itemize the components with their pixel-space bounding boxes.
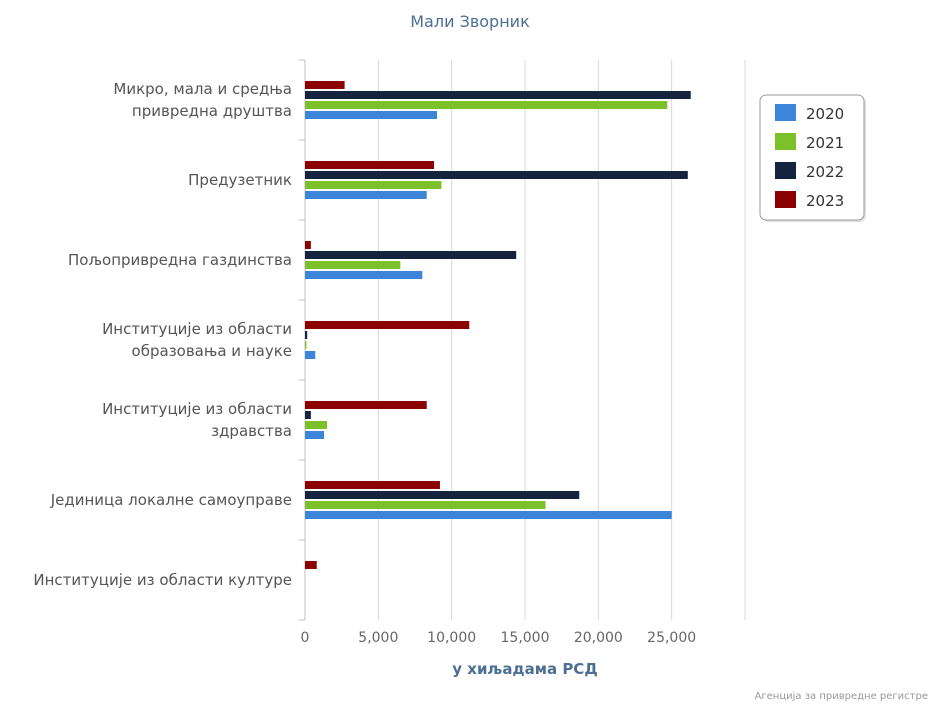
legend-swatch-2023[interactable] — [775, 191, 796, 208]
bar-2021-6[interactable] — [305, 501, 546, 509]
bar-2023-7[interactable] — [305, 561, 317, 569]
bar-2020-6[interactable] — [305, 511, 672, 519]
bar-2021-3[interactable] — [305, 261, 401, 269]
bar-2023-3[interactable] — [305, 241, 311, 249]
category-label: Институције из области културе — [33, 571, 292, 589]
credit-text: Агенција за привредне регистре — [755, 690, 928, 702]
bar-2023-4[interactable] — [305, 321, 470, 329]
category-label: здравства — [211, 422, 292, 440]
legend-box — [759, 94, 865, 221]
category-label: образовања и науке — [132, 342, 292, 360]
category-labels: Микро, мала и средња привредна друштва Пре… — [33, 80, 292, 589]
x-tick-label: 15,000 — [501, 630, 550, 646]
category-label: Институције из области — [102, 400, 292, 418]
grid — [299, 59, 746, 621]
bar-2020-2[interactable] — [305, 191, 427, 199]
bar-2022-3[interactable] — [305, 251, 517, 259]
bar-2023-2[interactable] — [305, 161, 435, 169]
x-tick-label: 20,000 — [574, 630, 623, 646]
bar-2022-6[interactable] — [305, 491, 580, 499]
bar-2021-1[interactable] — [305, 101, 668, 109]
chart-title: Мали Зворник — [410, 12, 530, 31]
category-label: Микро, мала и средња — [113, 80, 292, 98]
legend-label-2022[interactable]: 2022 — [806, 163, 844, 181]
x-tick-label: 25,000 — [647, 630, 696, 646]
bar-2022-1[interactable] — [305, 91, 691, 99]
legend-swatch-2022[interactable] — [775, 162, 796, 179]
x-axis-ticks: 0 5,000 10,000 15,000 20,000 25,000 — [301, 630, 697, 646]
bar-2020-4[interactable] — [305, 351, 316, 359]
category-label: Јединица локалне самоуправе — [50, 491, 292, 509]
bar-2021-5[interactable] — [305, 421, 327, 429]
bar-2022-4[interactable] — [305, 331, 308, 339]
x-tick-label: 5,000 — [358, 630, 398, 646]
legend-label-2021[interactable]: 2021 — [806, 134, 844, 152]
bar-2023-6[interactable] — [305, 481, 440, 489]
legend-swatch-2021[interactable] — [775, 133, 796, 150]
category-label: Предузетник — [188, 171, 292, 189]
bar-2022-2[interactable] — [305, 171, 688, 179]
bar-2021-2[interactable] — [305, 181, 442, 189]
bar-2020-5[interactable] — [305, 431, 325, 439]
bar-2022-5[interactable] — [305, 411, 311, 419]
bar-2023-1[interactable] — [305, 81, 345, 89]
bar-2023-5[interactable] — [305, 401, 427, 409]
x-axis-label: у хиљадама РСД — [452, 660, 597, 678]
category-label: Пољопривредна газдинства — [68, 251, 292, 269]
bars — [305, 81, 691, 569]
category-label: Институције из области — [102, 320, 292, 338]
bar-2020-1[interactable] — [305, 111, 437, 119]
category-label: привредна друштва — [132, 102, 292, 120]
legend-swatch-2020[interactable] — [775, 104, 796, 121]
bar-2020-3[interactable] — [305, 271, 423, 279]
x-tick-label: 0 — [301, 630, 310, 646]
legend-label-2020[interactable]: 2020 — [806, 105, 844, 123]
legend[interactable]: 2020 2021 2022 2023 — [759, 94, 866, 222]
legend-label-2023[interactable]: 2023 — [806, 192, 844, 210]
x-tick-label: 10,000 — [427, 630, 476, 646]
bar-2021-4[interactable] — [305, 341, 307, 349]
